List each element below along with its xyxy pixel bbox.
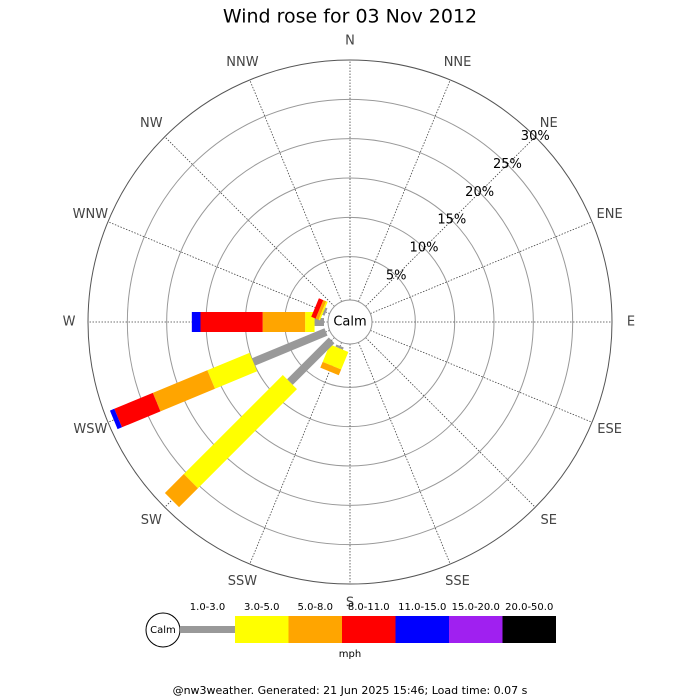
wind-segment <box>315 300 327 320</box>
legend-label: 15.0-20.0 <box>452 602 500 613</box>
legend-label: 5.0-8.0 <box>298 602 333 613</box>
legend-label: 3.0-5.0 <box>244 602 279 613</box>
direction-label: S <box>346 596 354 611</box>
direction-label: W <box>63 315 76 330</box>
spoke <box>249 342 342 565</box>
wind-segment <box>207 352 258 389</box>
spoke <box>164 136 335 307</box>
direction-label: ESE <box>597 422 622 437</box>
legend-label: 1.0-3.0 <box>190 602 225 613</box>
spoke <box>370 221 593 314</box>
direction-label: NE <box>540 116 558 131</box>
direction-label: SE <box>540 513 556 528</box>
calm-circle <box>327 299 373 345</box>
grid-ring <box>87 59 613 585</box>
r-tick-label: 15% <box>437 213 466 228</box>
spoke <box>358 79 451 302</box>
r-tick-label: 5% <box>386 268 407 283</box>
calm-label: Calm <box>333 315 366 330</box>
wind-segment <box>318 301 328 321</box>
spoke <box>107 221 330 314</box>
direction-label: NNW <box>226 55 258 70</box>
r-tick-label: 25% <box>493 157 522 172</box>
direction-label: E <box>627 315 635 330</box>
direction-label: WNW <box>73 207 109 222</box>
wind-segment <box>314 318 324 326</box>
legend-swatch <box>288 616 342 643</box>
legend-swatch <box>180 626 235 633</box>
footer: @nw3weather. Generated: 21 Jun 2025 15:4… <box>173 684 528 697</box>
direction-label: SW <box>141 513 162 528</box>
legend-label: 11.0-15.0 <box>398 602 446 613</box>
wind-segment <box>200 312 263 332</box>
wind-segment <box>262 312 306 332</box>
wind-segment <box>251 328 328 366</box>
direction-label: NNE <box>444 55 472 70</box>
direction-label: SSW <box>228 574 258 589</box>
legend-swatch <box>342 616 396 643</box>
spoke <box>249 79 342 302</box>
legend-swatch <box>449 616 503 643</box>
wind-segment <box>320 361 342 376</box>
legend-calm-label: Calm <box>150 625 176 636</box>
direction-label: N <box>345 34 355 49</box>
legend-swatch <box>502 616 556 643</box>
direction-label: SSE <box>445 574 470 589</box>
wind-segment <box>287 337 335 385</box>
legend-swatch <box>235 616 289 643</box>
direction-label: ENE <box>597 207 623 222</box>
spoke <box>358 342 451 565</box>
chart-title: Wind rose for 03 Nov 2012 <box>223 6 477 28</box>
direction-label: WSW <box>73 422 107 437</box>
legend-swatch <box>395 616 449 643</box>
legend-label: 8.0-11.0 <box>348 602 390 613</box>
grid-ring <box>166 138 534 506</box>
spoke <box>365 136 536 307</box>
wind-segment <box>335 344 344 350</box>
wind-segment <box>152 370 215 412</box>
wind-segment <box>109 408 122 430</box>
r-tick-label: 30% <box>521 129 550 144</box>
direction-label: NW <box>140 116 163 131</box>
grid-ring <box>126 98 574 546</box>
wind-segment <box>322 344 349 370</box>
r-tick-label: 20% <box>465 185 494 200</box>
wind-segment <box>183 375 297 489</box>
wind-segment <box>322 307 328 316</box>
wind-segment <box>114 392 161 428</box>
wind-segment <box>191 312 201 332</box>
spoke <box>370 330 593 423</box>
wind-segment <box>164 474 198 508</box>
legend-label: 20.0-50.0 <box>505 602 553 613</box>
r-tick-label: 10% <box>410 240 439 255</box>
spoke <box>365 337 536 508</box>
legend-unit: mph <box>339 649 361 660</box>
wind-segment <box>311 298 324 319</box>
